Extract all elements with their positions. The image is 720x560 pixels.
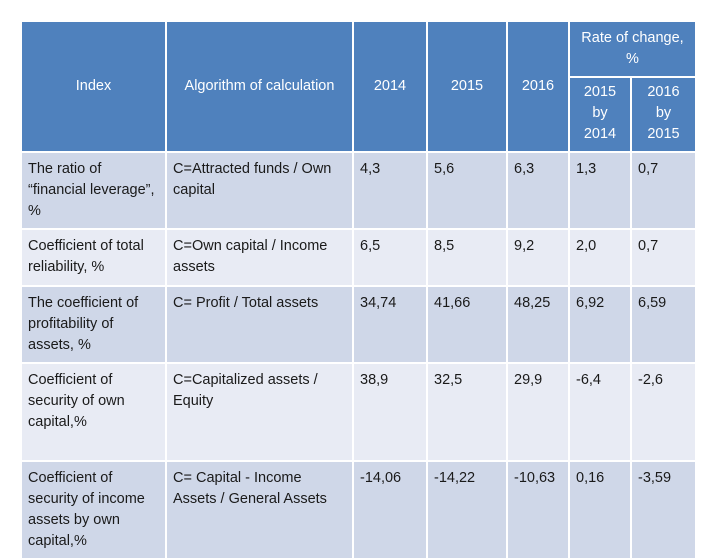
cell-algorithm: C= Capital - Income Assets / General Ass… [165, 460, 354, 560]
header-index: Index [20, 20, 167, 153]
cell-index: The ratio of “financial leverage”, % [20, 151, 167, 230]
cell-rate-2016-by-2015: -3,59 [630, 460, 697, 560]
header-2015-by-2014: 2015 by 2014 [568, 76, 632, 153]
cell-rate-2015-by-2014: 0,16 [568, 460, 632, 560]
indicators-table: Index Algorithm of calculation 2014 2015… [20, 20, 697, 560]
table-row: Coefficient of security of own capital,%… [20, 362, 697, 462]
cell-rate-2015-by-2014: 6,92 [568, 285, 632, 364]
cell-index: Coefficient of total reliability, % [20, 228, 167, 287]
table-row: Coefficient of total reliability, % C=Ow… [20, 228, 697, 287]
header-algorithm: Algorithm of calculation [165, 20, 354, 153]
cell-2016: 9,2 [506, 228, 570, 287]
cell-algorithm: C=Own capital / Income assets [165, 228, 354, 287]
header-2014: 2014 [352, 20, 428, 153]
cell-2016: 48,25 [506, 285, 570, 364]
cell-2016: -10,63 [506, 460, 570, 560]
cell-index: The coefficient of profitability of asse… [20, 285, 167, 364]
cell-2016: 6,3 [506, 151, 570, 230]
cell-rate-2015-by-2014: -6,4 [568, 362, 632, 462]
cell-rate-2016-by-2015: 6,59 [630, 285, 697, 364]
cell-2015: 5,6 [426, 151, 508, 230]
table-row: The ratio of “financial leverage”, % C=A… [20, 151, 697, 230]
cell-algorithm: C=Capitalized assets / Equity [165, 362, 354, 462]
cell-2015: 8,5 [426, 228, 508, 287]
cell-2014: 4,3 [352, 151, 428, 230]
cell-2015: 41,66 [426, 285, 508, 364]
cell-rate-2016-by-2015: 0,7 [630, 151, 697, 230]
cell-2015: -14,22 [426, 460, 508, 560]
cell-rate-2016-by-2015: 0,7 [630, 228, 697, 287]
cell-2014: -14,06 [352, 460, 428, 560]
table-row: Coefficient of security of income assets… [20, 460, 697, 560]
cell-rate-2015-by-2014: 2,0 [568, 228, 632, 287]
cell-2016: 29,9 [506, 362, 570, 462]
header-rate-of-change: Rate of change, % [568, 20, 697, 78]
header-2016: 2016 [506, 20, 570, 153]
header-2016-by-2015: 2016 by 2015 [630, 76, 697, 153]
header-2015: 2015 [426, 20, 508, 153]
cell-2014: 34,74 [352, 285, 428, 364]
cell-algorithm: C= Profit / Total assets [165, 285, 354, 364]
cell-algorithm: C=Attracted funds / Own capital [165, 151, 354, 230]
cell-2014: 38,9 [352, 362, 428, 462]
cell-rate-2016-by-2015: -2,6 [630, 362, 697, 462]
cell-index: Coefficient of security of own capital,% [20, 362, 167, 462]
cell-2015: 32,5 [426, 362, 508, 462]
cell-index: Coefficient of security of income assets… [20, 460, 167, 560]
cell-2014: 6,5 [352, 228, 428, 287]
table-row: The coefficient of profitability of asse… [20, 285, 697, 364]
cell-rate-2015-by-2014: 1,3 [568, 151, 632, 230]
